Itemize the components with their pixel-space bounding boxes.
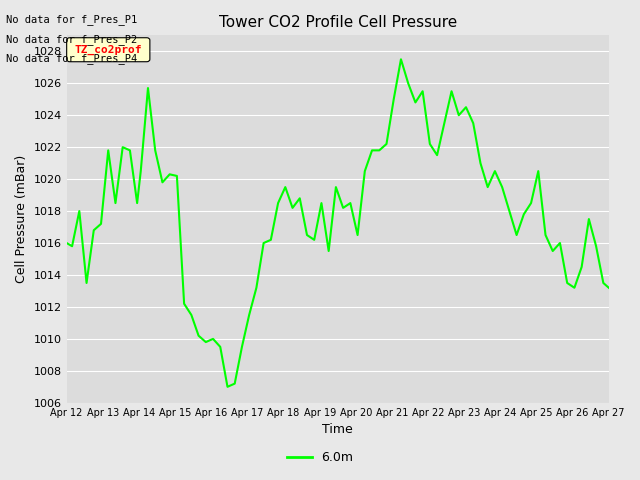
Text: TZ_co2prof: TZ_co2prof: [74, 45, 142, 55]
Text: No data for f_Pres_P1: No data for f_Pres_P1: [6, 14, 138, 25]
Text: No data for f_Pres_P2: No data for f_Pres_P2: [6, 34, 138, 45]
X-axis label: Time: Time: [323, 423, 353, 436]
Legend: 6.0m: 6.0m: [282, 446, 358, 469]
Title: Tower CO2 Profile Cell Pressure: Tower CO2 Profile Cell Pressure: [219, 15, 457, 30]
Y-axis label: Cell Pressure (mBar): Cell Pressure (mBar): [15, 155, 28, 283]
FancyBboxPatch shape: [67, 38, 150, 62]
Text: No data for f_Pres_P4: No data for f_Pres_P4: [6, 53, 138, 64]
